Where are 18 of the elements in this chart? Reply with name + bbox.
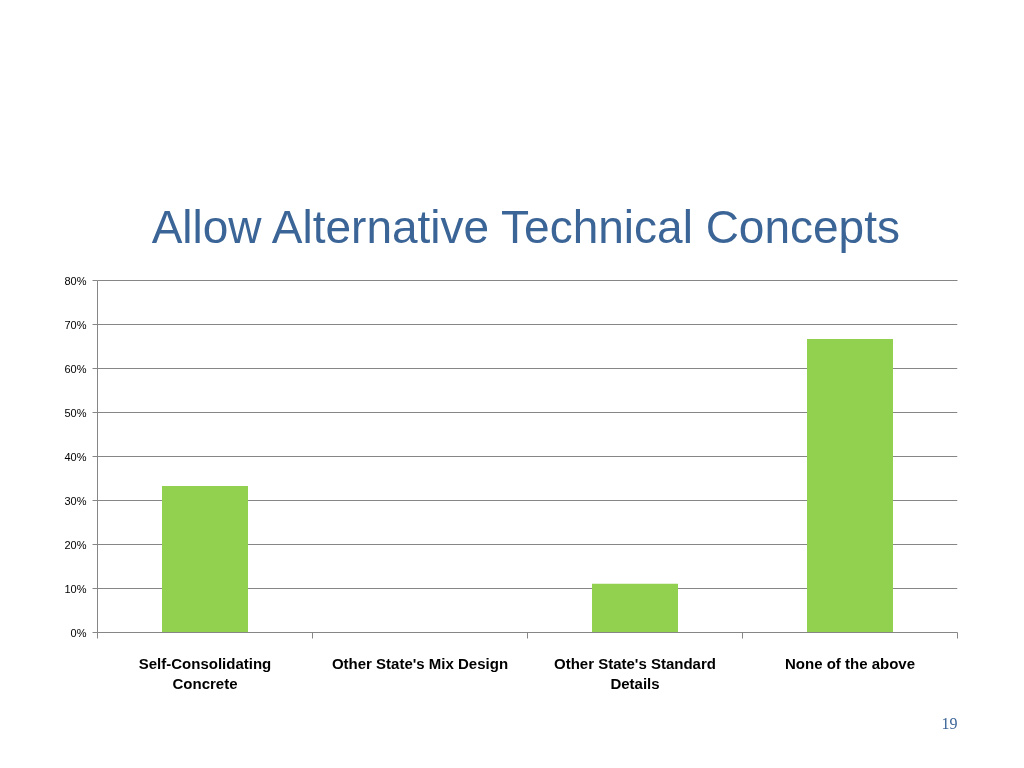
y-tick-label: 60% [64, 362, 87, 375]
chart-title: Allow Alternative Technical Concepts [151, 201, 900, 253]
bar [807, 339, 893, 633]
text: 19 [941, 714, 958, 732]
y-tick-label: 30% [64, 494, 87, 507]
y-tick-label: 0% [70, 626, 87, 639]
bar [162, 485, 248, 633]
y-tick-label: 70% [64, 318, 87, 331]
x-tick-label: None of the above [784, 654, 916, 672]
y-tick-label: 50% [64, 406, 87, 419]
y-tick-label: 20% [64, 538, 87, 551]
y-tick-label: 10% [64, 582, 87, 595]
bar [592, 583, 678, 633]
y-tick-label: 80% [64, 274, 87, 287]
x-tick-label: Other State's Standard Details [554, 654, 716, 692]
x-tick-label: Self-Consolidating Concrete [138, 654, 272, 692]
y-tick-label: 40% [64, 450, 87, 463]
x-tick-label: Other State's Mix Design [331, 654, 509, 672]
